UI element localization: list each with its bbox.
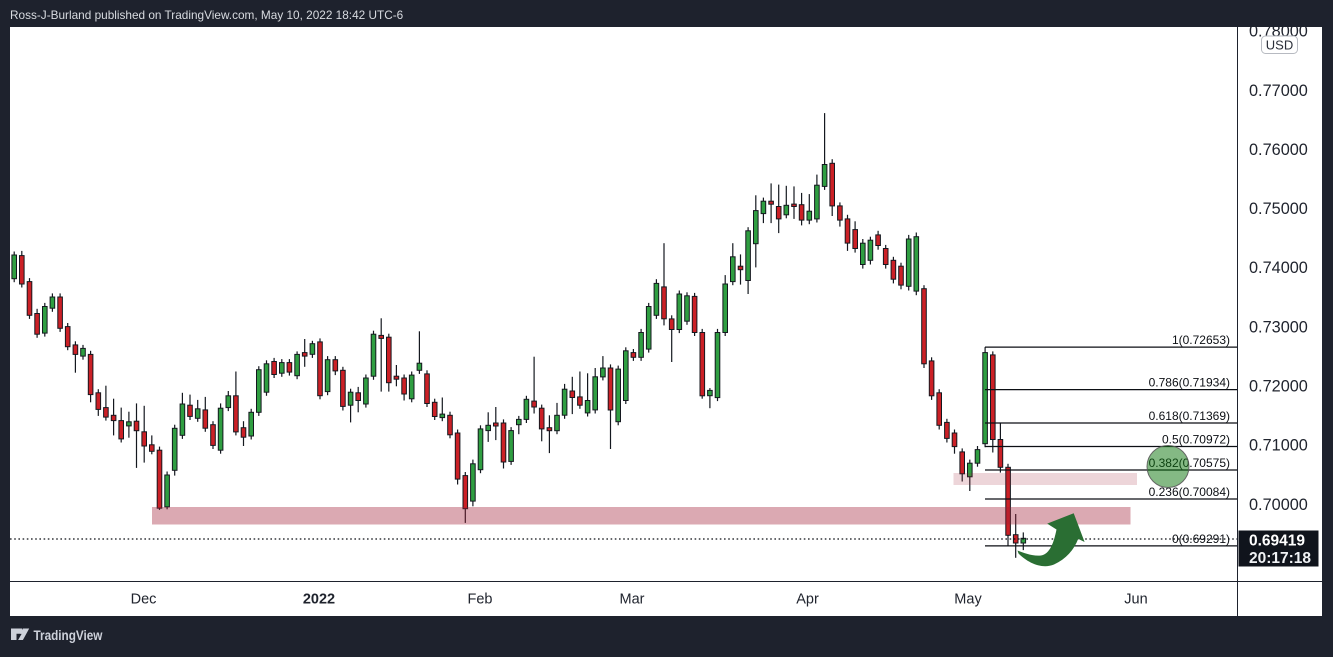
svg-text:Ross-J-Burland published on Tr: Ross-J-Burland published on TradingView.… xyxy=(10,8,404,22)
svg-text:0.5(0.70972): 0.5(0.70972) xyxy=(1162,433,1230,447)
svg-text:0.76000: 0.76000 xyxy=(1249,141,1308,159)
svg-text:20:17:18: 20:17:18 xyxy=(1249,550,1311,567)
svg-text:0.72000: 0.72000 xyxy=(1249,378,1308,396)
svg-text:0.786(0.71934): 0.786(0.71934) xyxy=(1149,376,1230,390)
svg-text:2022: 2022 xyxy=(303,592,335,608)
svg-text:Feb: Feb xyxy=(468,592,493,608)
svg-text:Mar: Mar xyxy=(620,592,645,608)
svg-text:0.77000: 0.77000 xyxy=(1249,82,1308,100)
svg-text:TradingView: TradingView xyxy=(34,627,104,643)
svg-text:0.236(0.70084): 0.236(0.70084) xyxy=(1149,485,1230,499)
svg-text:0.73000: 0.73000 xyxy=(1249,318,1308,336)
svg-text:0.618(0.71369): 0.618(0.71369) xyxy=(1149,409,1230,423)
svg-text:0.74000: 0.74000 xyxy=(1249,259,1308,277)
svg-text:1(0.72653): 1(0.72653) xyxy=(1172,333,1230,347)
svg-text:May: May xyxy=(954,592,982,608)
svg-text:Dec: Dec xyxy=(131,592,157,608)
svg-text:0.71000: 0.71000 xyxy=(1249,437,1308,455)
svg-text:0.75000: 0.75000 xyxy=(1249,200,1308,218)
svg-text:Jun: Jun xyxy=(1124,592,1147,608)
svg-text:0.70000: 0.70000 xyxy=(1249,496,1308,514)
svg-text:0.69419: 0.69419 xyxy=(1249,533,1305,550)
svg-text:0(0.69291): 0(0.69291) xyxy=(1172,532,1230,546)
svg-text:Apr: Apr xyxy=(796,592,819,608)
svg-text:USD: USD xyxy=(1266,38,1293,53)
